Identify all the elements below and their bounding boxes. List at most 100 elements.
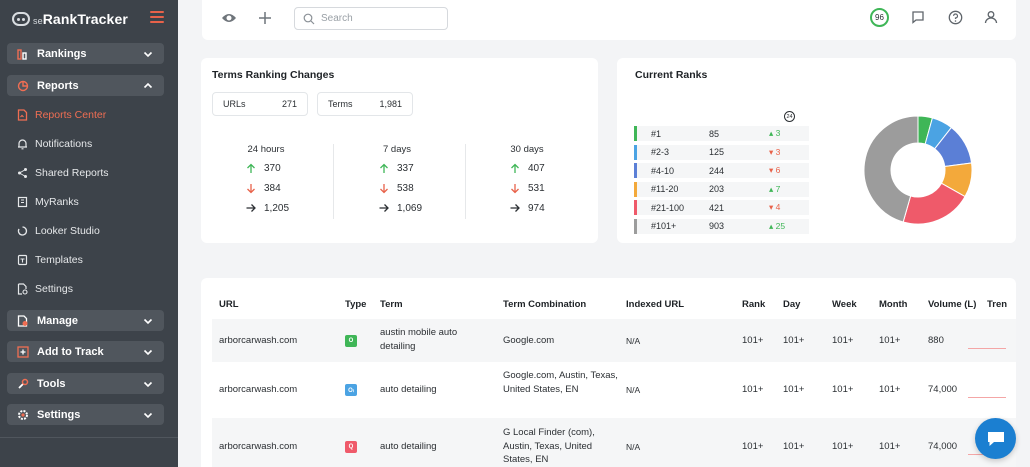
rank-range-label: #4-10	[651, 165, 675, 176]
arrow-down-icon	[380, 183, 388, 193]
terms-ranking-changes-card: Terms Ranking Changes URLs 271 Terms 1,9…	[201, 58, 598, 243]
sidebar-section-settings[interactable]: Settings	[7, 404, 164, 425]
arrow-up-icon	[380, 163, 388, 173]
column-header-month[interactable]: Month	[879, 299, 908, 310]
rank-color-swatch	[634, 200, 637, 215]
sidebar-section-label: Tools	[37, 377, 66, 390]
rank-color-swatch	[634, 181, 637, 197]
chevron-down-icon	[143, 381, 153, 387]
period-7d: 7 days 337 538 1,069	[332, 144, 462, 218]
organic-type-icon: O	[345, 335, 357, 347]
column-header-url[interactable]: URL	[219, 299, 239, 310]
chevron-down-icon	[143, 318, 153, 324]
week-cell: 101+	[832, 384, 854, 395]
sidebar-section-tools[interactable]: Tools	[7, 373, 164, 394]
chat-icon	[987, 431, 1004, 446]
search-icon	[303, 13, 315, 24]
week-cell: 101+	[832, 441, 854, 452]
rank-legend-row: #4-10 244 ▾ 6	[634, 163, 809, 178]
sidebar-section-reports[interactable]: Reports	[7, 75, 164, 96]
column-header-type[interactable]: Type	[345, 299, 367, 310]
column-header-indexed-url[interactable]: Indexed URL	[626, 299, 685, 310]
eye-icon[interactable]	[221, 12, 237, 24]
column-header-week[interactable]: Week	[832, 299, 857, 310]
terms-count-pill: Terms 1,981	[317, 92, 413, 116]
rank-delta-up: ▴ 7	[769, 183, 781, 194]
term-cell: austin mobile auto detailing	[380, 327, 458, 352]
rank-delta-down: ▾ 3	[769, 146, 781, 157]
sidebar-item-report-settings[interactable]: Settings	[16, 278, 73, 300]
rank-count: 903	[709, 221, 725, 231]
user-icon[interactable]	[984, 10, 998, 24]
card-title: Current Ranks	[635, 69, 708, 81]
chevron-up-icon	[143, 82, 153, 88]
rank-range-label: #11-20	[651, 184, 679, 194]
sidebar-section-manage[interactable]: Manage	[7, 310, 164, 331]
chat-button[interactable]	[975, 418, 1016, 459]
hamburger-menu-icon[interactable]	[150, 11, 164, 23]
rank-cell: 101+	[742, 384, 764, 395]
rank-color-swatch	[634, 126, 637, 141]
url-cell[interactable]: arborcarwash.com	[219, 335, 298, 346]
arrow-down-icon	[511, 183, 519, 193]
tools-icon	[16, 377, 30, 391]
chevron-down-icon	[143, 51, 153, 57]
column-header-rank[interactable]: Rank	[742, 299, 766, 310]
arrow-up-icon	[511, 163, 519, 173]
urls-label: URLs	[223, 99, 246, 109]
terms-label: Terms	[328, 99, 353, 109]
terms-value: 1,981	[379, 99, 402, 109]
arrow-up-icon	[247, 163, 255, 173]
url-cell[interactable]: arborcarwash.com	[219, 441, 298, 452]
arrow-right-icon	[510, 204, 520, 212]
local-type-icon: Oₗ	[345, 384, 357, 396]
local-finder-type-icon: Q	[345, 441, 357, 453]
period-label: 7 days	[383, 144, 411, 155]
column-header-term-combination[interactable]: Term Combination	[503, 299, 587, 310]
rankings-table: URL Type Term Term Combination Indexed U…	[201, 278, 1016, 467]
rank-delta-down: ▾ 6	[769, 165, 781, 175]
rank-legend-row: #1 85 ▴ 3	[634, 126, 809, 141]
sidebar-item-myranks[interactable]: MyRanks	[16, 191, 79, 213]
top-bar: 96	[202, 0, 1016, 40]
sidebar-item-reports-center[interactable]: Reports Center	[16, 104, 106, 126]
app-logo[interactable]: seRankTracker	[33, 11, 128, 27]
arrow-down-icon	[247, 183, 255, 193]
message-icon[interactable]	[911, 10, 925, 24]
current-ranks-card: Current Ranks 24 #1 85 ▴ 3 #2-3 125 ▾ 3 #4-10 2…	[617, 58, 1016, 243]
sidebar-section-rankings[interactable]: Rankings	[7, 43, 164, 64]
term-cell: auto detailing	[380, 441, 437, 452]
sidebar-item-notifications[interactable]: Notifications	[16, 133, 92, 155]
rank-legend-row: #101+ 903 ▴ 25	[634, 218, 809, 234]
sidebar-item-looker-studio[interactable]: Looker Studio	[16, 220, 100, 242]
rank-legend-row: #11-20 203 ▴ 7	[634, 181, 809, 197]
month-cell: 101+	[879, 384, 901, 395]
sidebar-item-templates[interactable]: Templates	[16, 249, 83, 271]
column-header-day[interactable]: Day	[783, 299, 801, 310]
search-input[interactable]	[321, 13, 431, 24]
optimization-score-badge[interactable]: 96	[870, 8, 889, 27]
period-label: 30 days	[510, 144, 544, 155]
column-header-trend[interactable]: Tren	[987, 299, 1008, 310]
sidebar-section-add-to-track[interactable]: Add to Track	[7, 341, 164, 362]
rank-delta-up: ▴ 3	[769, 128, 781, 138]
trend-sparkline	[968, 397, 1006, 398]
reports-icon	[16, 79, 30, 93]
rank-legend-row: #2-3 125 ▾ 3	[634, 144, 809, 160]
column-header-term[interactable]: Term	[380, 299, 403, 310]
add-to-track-icon	[16, 345, 30, 359]
help-icon[interactable]	[948, 10, 963, 25]
rank-count: 85	[709, 128, 720, 139]
chevron-down-icon	[143, 349, 153, 355]
indexed-url-cell: N/A	[626, 442, 641, 452]
search-box[interactable]	[294, 7, 448, 30]
donut-slice-101[interactable]	[863, 115, 919, 223]
month-cell: 101+	[879, 335, 901, 346]
plus-icon[interactable]	[258, 11, 272, 25]
sidebar-section-label: Manage	[37, 314, 78, 327]
column-header-volume[interactable]: Volume (L)	[928, 299, 977, 310]
rank-count: 125	[709, 147, 725, 157]
looker-icon	[16, 225, 28, 237]
url-cell[interactable]: arborcarwash.com	[219, 384, 298, 395]
sidebar-item-shared-reports[interactable]: Shared Reports	[16, 162, 109, 184]
